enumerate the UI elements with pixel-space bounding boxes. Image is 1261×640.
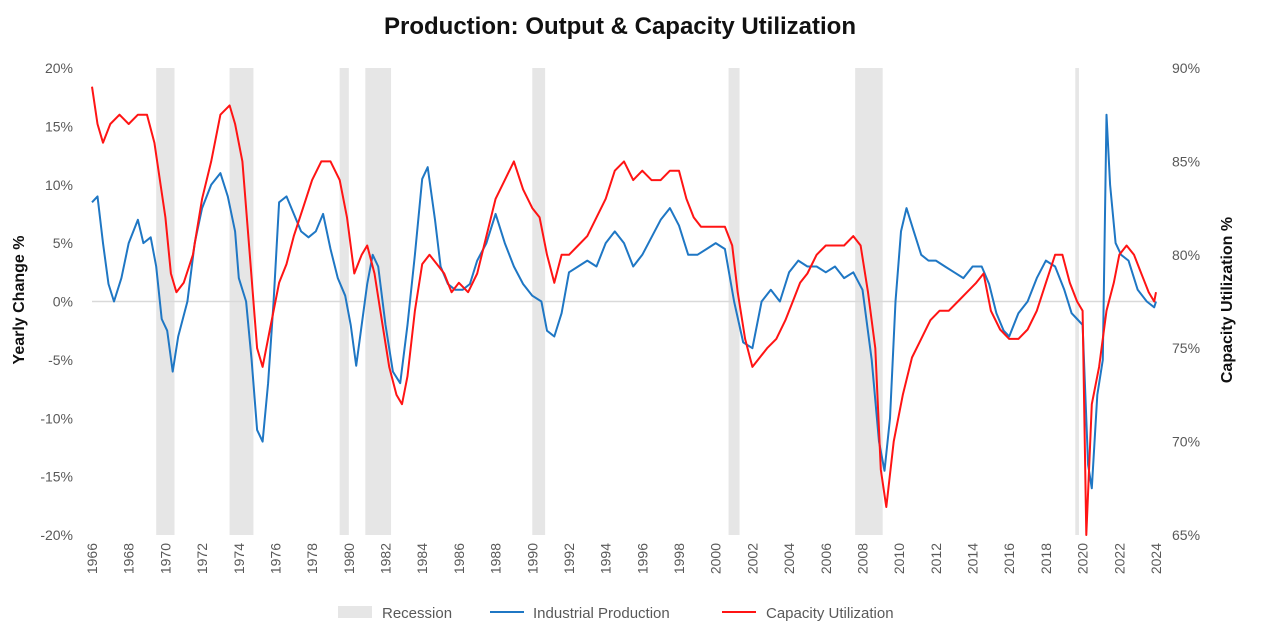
left-axis-ticks: -20% -15% -10% -5% 0% 5% 10% 15% 20% <box>40 60 73 543</box>
x-tick-label: 2000 <box>708 543 724 574</box>
x-tick-label: 1974 <box>231 543 247 574</box>
x-tick-label: 1970 <box>157 543 173 574</box>
x-tick-label: 1966 <box>84 543 100 574</box>
left-tick-label: 10% <box>45 177 73 193</box>
series-line-industrial-production <box>91 113 1157 490</box>
series-line-capacity-utilization <box>91 86 1157 536</box>
right-axis-label: Capacity Utilization % <box>1219 217 1236 383</box>
series-lines <box>91 86 1157 536</box>
x-tick-label: 1972 <box>194 543 210 574</box>
x-tick-label: 2012 <box>928 543 944 574</box>
x-tick-label: 1998 <box>671 543 687 574</box>
x-tick-label: 1982 <box>378 543 394 574</box>
right-tick-label: 75% <box>1172 340 1200 356</box>
x-tick-label: 1978 <box>304 543 320 574</box>
right-tick-label: 90% <box>1172 60 1200 76</box>
left-tick-label: 20% <box>45 60 73 76</box>
x-axis-ticks: 1966 1968 1970 1972 1974 1976 1978 1980 1982 1984… <box>84 543 1164 574</box>
left-tick-label: 5% <box>53 235 73 251</box>
right-axis-ticks: 65% 70% 75% 80% 85% 90% <box>1172 60 1200 543</box>
legend-label-recession: Recession <box>382 605 452 622</box>
left-tick-label: 0% <box>53 294 73 310</box>
right-tick-label: 70% <box>1172 434 1200 450</box>
legend-swatch-recession <box>338 606 372 618</box>
left-tick-label: 15% <box>45 118 73 134</box>
x-tick-label: 2010 <box>891 543 907 574</box>
left-tick-label: -10% <box>40 410 73 426</box>
x-tick-label: 1980 <box>341 543 357 574</box>
x-tick-label: 1968 <box>121 543 137 574</box>
x-tick-label: 2004 <box>781 543 797 574</box>
x-tick-label: 2006 <box>818 543 834 574</box>
x-tick-label: 2018 <box>1038 543 1054 574</box>
x-tick-label: 1984 <box>414 543 430 574</box>
left-tick-label: -5% <box>48 352 73 368</box>
x-tick-label: 2008 <box>854 543 870 574</box>
right-tick-label: 65% <box>1172 527 1200 543</box>
legend: Recession Industrial Production Capacity… <box>338 605 894 622</box>
right-tick-label: 80% <box>1172 247 1200 263</box>
left-tick-label: -20% <box>40 527 73 543</box>
left-axis-label: Yearly Change % <box>11 236 28 365</box>
x-tick-label: 1990 <box>524 543 540 574</box>
x-tick-label: 1994 <box>598 543 614 574</box>
x-tick-label: 2022 <box>1111 543 1127 574</box>
legend-label-industrial-production: Industrial Production <box>533 605 670 622</box>
x-tick-label: 2016 <box>1001 543 1017 574</box>
x-tick-label: 1996 <box>634 543 650 574</box>
x-tick-label: 2020 <box>1075 543 1091 574</box>
x-tick-label: 1988 <box>488 543 504 574</box>
x-tick-label: 2002 <box>744 543 760 574</box>
right-tick-label: 85% <box>1172 153 1200 169</box>
chart-title: Production: Output & Capacity Utilizatio… <box>384 13 856 40</box>
x-tick-label: 1986 <box>451 543 467 574</box>
left-tick-label: -15% <box>40 469 73 485</box>
x-tick-label: 1976 <box>267 543 283 574</box>
legend-label-capacity-utilization: Capacity Utilization <box>766 605 894 622</box>
x-tick-label: 2024 <box>1148 543 1164 574</box>
x-tick-label: 2014 <box>965 543 981 574</box>
x-tick-label: 1992 <box>561 543 577 574</box>
